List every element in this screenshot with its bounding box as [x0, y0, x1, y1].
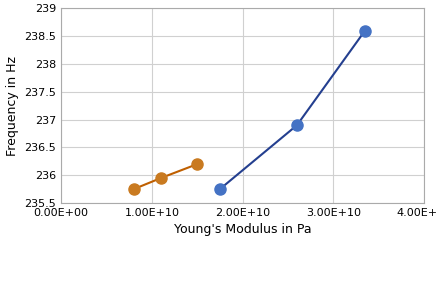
Ey variation — [362, 29, 368, 32]
Ez variation — [158, 176, 163, 180]
Ez variation — [194, 162, 200, 166]
Line: Ez variation: Ez variation — [128, 158, 203, 195]
X-axis label: Young's Modulus in Pa: Young's Modulus in Pa — [174, 223, 311, 236]
Ez variation — [131, 188, 136, 191]
Ey variation — [217, 188, 222, 191]
Line: Ey variation: Ey variation — [214, 25, 371, 195]
Y-axis label: Frequency in Hz: Frequency in Hz — [6, 56, 19, 156]
Ey variation — [295, 124, 300, 127]
